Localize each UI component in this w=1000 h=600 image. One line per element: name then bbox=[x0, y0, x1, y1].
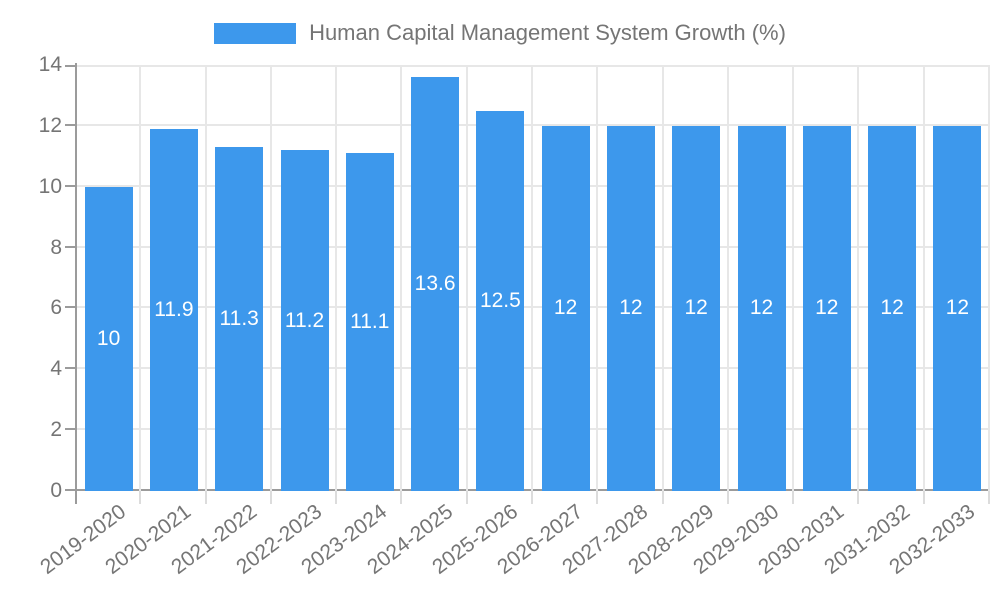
bar-value-label: 12 bbox=[553, 296, 578, 320]
x-tick-mark bbox=[531, 491, 533, 504]
bar-value-label: 11.2 bbox=[284, 308, 325, 332]
bar-value-label: 12 bbox=[880, 296, 904, 320]
bar-2020-2021[interactable]: 11.9 bbox=[149, 128, 198, 491]
x-tick-mark bbox=[596, 491, 599, 504]
x-tick-mark bbox=[988, 491, 990, 504]
y-tick-mark bbox=[65, 367, 76, 370]
x-tick-mark bbox=[661, 491, 664, 504]
x-axis-line bbox=[76, 489, 990, 491]
h-gridline bbox=[76, 65, 990, 67]
x-tick-mark bbox=[857, 491, 860, 504]
h-gridline bbox=[76, 123, 990, 126]
y-tick-label: 2 bbox=[50, 418, 62, 442]
y-tick-label: 0 bbox=[50, 479, 62, 502]
legend-label: Human Capital Management System Growth (… bbox=[309, 20, 786, 45]
legend[interactable]: Human Capital Management System Growth (… bbox=[0, 20, 1000, 46]
v-gridline bbox=[857, 65, 860, 491]
bar-2032-2033[interactable]: 12 bbox=[933, 125, 982, 491]
y-tick-label: 10 bbox=[38, 174, 62, 198]
y-tick-mark bbox=[65, 184, 76, 187]
x-tick-mark bbox=[726, 491, 729, 504]
bar-value-label: 10 bbox=[96, 326, 121, 350]
y-tick-label: 4 bbox=[50, 357, 62, 381]
bar-2021-2022[interactable]: 11.3 bbox=[215, 147, 264, 491]
x-tick-mark bbox=[204, 491, 207, 504]
y-tick-mark bbox=[65, 245, 76, 248]
bar-2022-2023[interactable]: 11.2 bbox=[280, 150, 329, 491]
h-gridline bbox=[76, 245, 990, 248]
bar-value-label: 11.3 bbox=[219, 307, 259, 331]
bar-value-label: 13.6 bbox=[414, 272, 456, 296]
v-gridline bbox=[531, 65, 533, 491]
y-axis-line bbox=[75, 63, 77, 504]
x-tick-mark bbox=[922, 491, 925, 504]
bar-value-label: 11.1 bbox=[350, 310, 390, 334]
y-tick-label: 14 bbox=[38, 53, 62, 76]
bar-2023-2024[interactable]: 11.1 bbox=[345, 153, 394, 491]
x-tick-mark bbox=[465, 491, 468, 504]
x-tick-mark bbox=[335, 491, 338, 504]
bar-value-label: 12 bbox=[815, 296, 839, 320]
h-gridline bbox=[76, 306, 990, 309]
y-tick-mark bbox=[65, 306, 76, 309]
v-gridline bbox=[204, 65, 207, 491]
bar-2030-2031[interactable]: 12 bbox=[802, 125, 851, 491]
bar-value-label: 12 bbox=[619, 296, 643, 320]
v-gridline bbox=[465, 65, 468, 491]
v-gridline bbox=[400, 65, 403, 491]
y-tick-mark bbox=[65, 428, 76, 431]
bar-2026-2027[interactable]: 12 bbox=[541, 125, 590, 491]
h-gridline bbox=[76, 428, 990, 431]
bar-2025-2026[interactable]: 12.5 bbox=[476, 110, 525, 491]
bar-value-label: 11.9 bbox=[154, 297, 194, 321]
x-tick-mark bbox=[269, 491, 272, 504]
bar-value-label: 12 bbox=[945, 296, 970, 320]
x-tick-mark bbox=[400, 491, 403, 504]
y-tick-label: 6 bbox=[50, 296, 62, 320]
bar-value-label: 12 bbox=[749, 296, 774, 320]
bar-2024-2025[interactable]: 13.6 bbox=[411, 77, 460, 491]
v-gridline bbox=[661, 65, 664, 491]
v-gridline bbox=[792, 65, 795, 491]
bar-value-label: 12.5 bbox=[479, 288, 521, 312]
y-tick-mark bbox=[65, 489, 76, 491]
legend-swatch bbox=[214, 22, 297, 44]
bar-2029-2030[interactable]: 12 bbox=[737, 125, 786, 491]
bar-value-label: 12 bbox=[684, 296, 708, 320]
v-gridline bbox=[922, 65, 925, 491]
x-tick-mark bbox=[792, 491, 795, 504]
bar-2031-2032[interactable]: 12 bbox=[868, 125, 917, 491]
v-gridline bbox=[139, 65, 142, 491]
bar-2027-2028[interactable]: 12 bbox=[606, 125, 655, 491]
v-gridline bbox=[596, 65, 599, 491]
v-gridline bbox=[335, 65, 338, 491]
y-tick-label: 8 bbox=[50, 235, 62, 259]
h-gridline bbox=[76, 184, 990, 187]
x-tick-mark bbox=[139, 491, 142, 504]
plot-area: 10 11.9 11.3 11.2 11.1 13.6 12.5 12 12 12 12 12 12 12 bbox=[76, 65, 990, 491]
h-gridline bbox=[76, 367, 990, 370]
y-tick-label: 12 bbox=[38, 113, 62, 137]
v-gridline bbox=[988, 65, 990, 491]
bar-2019-2020[interactable]: 10 bbox=[84, 186, 133, 491]
y-tick-mark bbox=[65, 123, 76, 126]
bar-2028-2029[interactable]: 12 bbox=[672, 125, 721, 491]
y-tick-mark bbox=[65, 65, 76, 67]
v-gridline bbox=[269, 65, 272, 491]
v-gridline bbox=[726, 65, 729, 491]
